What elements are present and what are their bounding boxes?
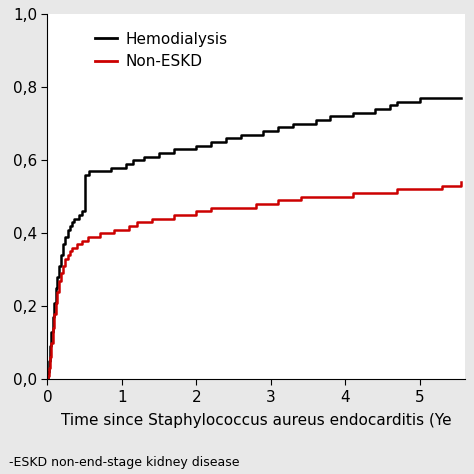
Hemodialysis xyxy=(268,128,273,134)
Non-ESKD xyxy=(79,237,84,243)
Hemodialysis xyxy=(458,95,464,101)
Legend: Hemodialysis, Non-ESKD: Hemodialysis, Non-ESKD xyxy=(89,26,233,75)
Text: -ESKD non-end-stage kidney disease: -ESKD non-end-stage kidney disease xyxy=(9,456,240,469)
Hemodialysis xyxy=(134,157,140,163)
Line: Non-ESKD: Non-ESKD xyxy=(47,182,461,379)
Non-ESKD xyxy=(123,227,128,232)
Non-ESKD xyxy=(85,234,91,240)
Hemodialysis xyxy=(216,139,221,145)
Non-ESKD xyxy=(458,179,464,185)
Hemodialysis xyxy=(45,376,50,382)
Line: Hemodialysis: Hemodialysis xyxy=(47,98,461,379)
Hemodialysis xyxy=(246,132,251,137)
Non-ESKD xyxy=(298,194,303,200)
Non-ESKD xyxy=(209,205,214,210)
X-axis label: Time since Staphylococcus aureus endocarditis (Ye: Time since Staphylococcus aureus endocar… xyxy=(61,413,451,428)
Hemodialysis xyxy=(223,136,229,141)
Non-ESKD xyxy=(127,223,132,229)
Hemodialysis xyxy=(387,103,393,109)
Hemodialysis xyxy=(417,95,423,101)
Non-ESKD xyxy=(45,376,50,382)
